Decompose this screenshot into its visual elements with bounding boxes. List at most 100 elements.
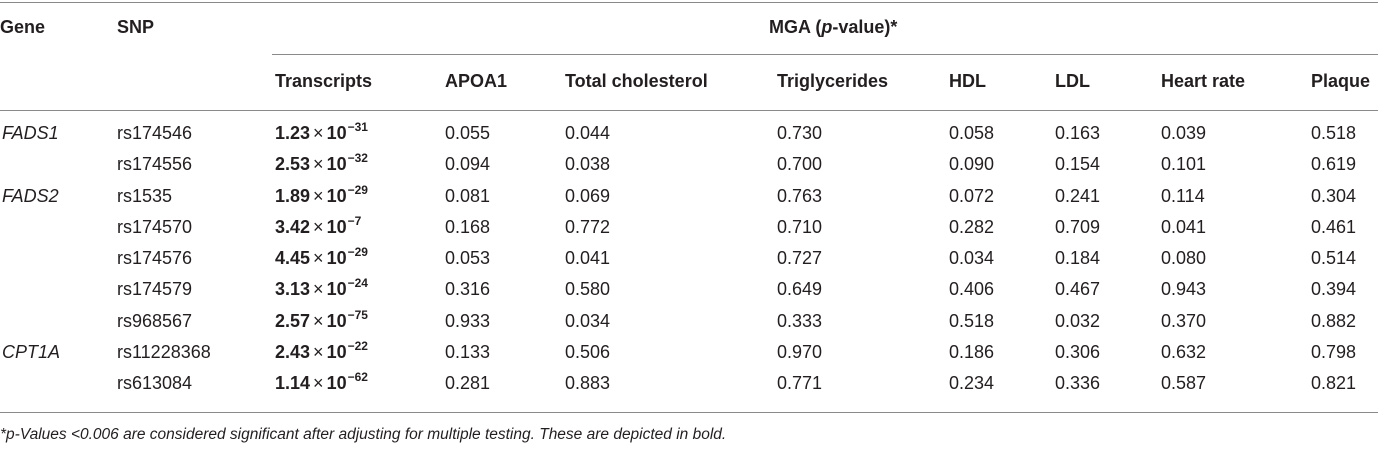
cell-hdl: 0.090 — [949, 154, 995, 174]
cell-triglycerides: 0.333 — [777, 311, 823, 331]
transcripts-exponent: −7 — [347, 214, 362, 228]
transcripts-mantissa: 1.14 — [275, 373, 311, 393]
cell-total-cholesterol: 0.034 — [565, 311, 611, 331]
cell-ldl: 0.163 — [1055, 123, 1101, 143]
cell-triglycerides: 0.730 — [777, 123, 823, 143]
header-bottom-rule — [0, 110, 1378, 111]
cell-ldl: 0.154 — [1055, 154, 1101, 174]
cell-heart-rate: 0.039 — [1161, 123, 1207, 143]
cell-hdl: 0.072 — [949, 186, 995, 206]
cell-heart-rate: 0.041 — [1161, 217, 1207, 237]
cell-heart-rate: 0.114 — [1161, 186, 1205, 206]
cell-apoa1: 0.281 — [445, 373, 491, 393]
transcripts-base: 10 — [326, 186, 347, 206]
column-header-plaque: Plaque — [1311, 71, 1371, 91]
cell-hdl: 0.058 — [949, 123, 995, 143]
cell-heart-rate: 0.632 — [1161, 342, 1207, 362]
header-gene: Gene — [0, 17, 46, 37]
transcripts-exponent: −62 — [347, 370, 368, 384]
cell-ldl: 0.241 — [1055, 186, 1101, 206]
cell-snp: rs1535 — [117, 186, 173, 206]
transcripts-exponent: −22 — [347, 339, 368, 353]
column-header-triglycerides: Triglycerides — [777, 71, 889, 91]
cell-plaque: 0.461 — [1311, 217, 1357, 237]
cell-triglycerides: 0.700 — [777, 154, 823, 174]
cell-apoa1: 0.081 — [445, 186, 491, 206]
transcripts-base: 10 — [326, 279, 347, 299]
transcripts-mantissa: 2.53 — [275, 154, 311, 174]
cell-triglycerides: 0.771 — [777, 373, 823, 393]
transcripts-mantissa: 1.23 — [275, 123, 311, 143]
cell-snp: rs174576 — [117, 248, 193, 268]
cell-heart-rate: 0.370 — [1161, 311, 1207, 331]
transcripts-mantissa: 1.89 — [275, 186, 311, 206]
cell-heart-rate: 0.943 — [1161, 279, 1207, 299]
cell-heart-rate: 0.587 — [1161, 373, 1207, 393]
cell-plaque: 0.821 — [1311, 373, 1357, 393]
cell-snp: rs174556 — [117, 154, 193, 174]
transcripts-base: 10 — [326, 373, 347, 393]
cell-hdl: 0.518 — [949, 311, 995, 331]
transcripts-mantissa: 3.13 — [275, 279, 311, 299]
cell-transcripts: 4.45 × 10−29 — [275, 245, 368, 271]
cell-hdl: 0.186 — [949, 342, 995, 362]
column-header-transcripts: Transcripts — [275, 71, 373, 91]
transcripts-times: × — [313, 311, 324, 331]
cell-heart-rate: 0.080 — [1161, 248, 1207, 268]
header-snp: SNP — [117, 17, 155, 37]
cell-ldl: 0.032 — [1055, 311, 1101, 331]
cell-heart-rate: 0.101 — [1161, 154, 1207, 174]
cell-apoa1: 0.094 — [445, 154, 491, 174]
cell-gene: FADS1 — [2, 123, 59, 143]
cell-apoa1: 0.168 — [445, 217, 491, 237]
cell-triglycerides: 0.710 — [777, 217, 823, 237]
cell-plaque: 0.798 — [1311, 342, 1357, 362]
column-header-hdl: HDL — [949, 71, 986, 91]
cell-snp: rs11228368 — [117, 342, 211, 362]
cell-plaque: 0.882 — [1311, 311, 1357, 331]
cell-snp: rs613084 — [117, 373, 193, 393]
transcripts-times: × — [313, 217, 324, 237]
cell-total-cholesterol: 0.044 — [565, 123, 611, 143]
transcripts-mantissa: 2.57 — [275, 311, 311, 331]
cell-plaque: 0.619 — [1311, 154, 1357, 174]
transcripts-times: × — [313, 342, 324, 362]
cell-ldl: 0.709 — [1055, 217, 1101, 237]
transcripts-base: 10 — [326, 311, 347, 331]
cell-transcripts: 2.53 × 10−32 — [275, 151, 368, 177]
header-mga-p: p — [821, 17, 833, 37]
cell-hdl: 0.034 — [949, 248, 995, 268]
transcripts-exponent: −32 — [347, 151, 368, 165]
cell-apoa1: 0.053 — [445, 248, 491, 268]
cell-triglycerides: 0.970 — [777, 342, 823, 362]
transcripts-base: 10 — [326, 248, 347, 268]
transcripts-exponent: −29 — [347, 245, 368, 259]
cell-ldl: 0.336 — [1055, 373, 1101, 393]
cell-hdl: 0.406 — [949, 279, 995, 299]
cell-total-cholesterol: 0.038 — [565, 154, 611, 174]
transcripts-base: 10 — [326, 154, 347, 174]
column-header-apoa1: APOA1 — [445, 71, 508, 91]
cell-snp: rs968567 — [117, 311, 193, 331]
cell-apoa1: 0.055 — [445, 123, 491, 143]
header-mga-group: MGA (p-value)* — [769, 16, 897, 38]
cell-hdl: 0.234 — [949, 373, 995, 393]
transcripts-exponent: −31 — [347, 120, 368, 134]
group-header-rule — [272, 54, 1378, 55]
transcripts-base: 10 — [326, 217, 347, 237]
column-header-ldl: LDL — [1055, 71, 1090, 91]
cell-plaque: 0.514 — [1311, 248, 1357, 268]
cell-snp: rs174579 — [117, 279, 193, 299]
table-bottom-rule — [0, 412, 1378, 413]
cell-transcripts: 1.14 × 10−62 — [275, 370, 368, 396]
cell-ldl: 0.184 — [1055, 248, 1101, 268]
transcripts-base: 10 — [326, 342, 347, 362]
cell-hdl: 0.282 — [949, 217, 995, 237]
header-mga-prefix: MGA ( — [769, 17, 822, 37]
cell-transcripts: 2.43 × 10−22 — [275, 339, 368, 365]
transcripts-times: × — [313, 248, 324, 268]
cell-snp: rs174570 — [117, 217, 193, 237]
cell-transcripts: 3.13 × 10−24 — [275, 276, 368, 302]
header-mga-suffix: -value)* — [832, 17, 898, 37]
cell-apoa1: 0.133 — [445, 342, 491, 362]
